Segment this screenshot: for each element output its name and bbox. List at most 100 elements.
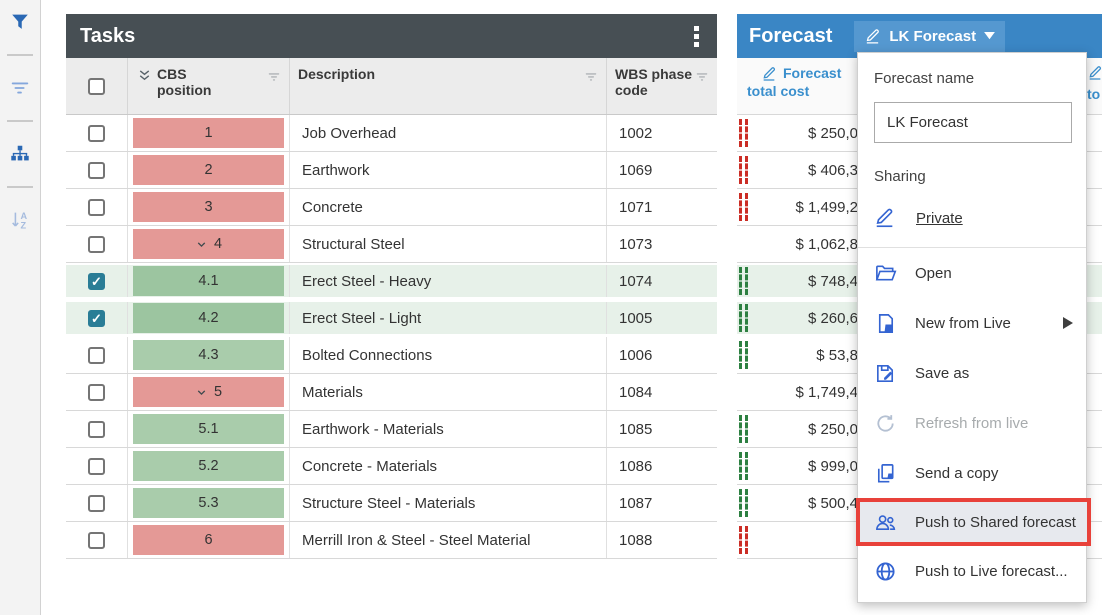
row-checkbox[interactable]	[88, 124, 105, 142]
wbs-phase-code[interactable]: 1086	[619, 457, 653, 475]
menu-item-open[interactable]: Open	[858, 248, 1086, 298]
task-description[interactable]: Earthwork - Materials	[290, 411, 607, 447]
cbs-position-cell[interactable]: 6	[133, 525, 284, 555]
forecast-total-cost-value[interactable]: $ 1,499,2	[795, 198, 858, 216]
menu-item-refresh-from-live[interactable]: Refresh from live	[858, 398, 1086, 448]
cbs-position-cell[interactable]: 1	[133, 118, 284, 148]
column-header-clipped[interactable]: to	[1087, 65, 1102, 103]
row-checkbox[interactable]	[88, 457, 105, 475]
task-description[interactable]: Merrill Iron & Steel - Steel Material	[290, 522, 607, 558]
submenu-arrow-icon	[1063, 317, 1073, 329]
wbs-phase-code[interactable]: 1087	[619, 494, 653, 512]
filter-funnel-icon[interactable]	[0, 0, 41, 44]
copy-icon	[877, 463, 894, 482]
row-checkbox[interactable]	[88, 235, 105, 253]
task-description[interactable]: Structural Steel	[290, 226, 607, 262]
wbs-phase-code[interactable]: 1084	[619, 383, 653, 401]
wbs-phase-code[interactable]: 1071	[619, 198, 653, 216]
people-icon	[876, 514, 896, 530]
cbs-position-cell[interactable]: 4.2	[133, 303, 284, 333]
task-description[interactable]: Structure Steel - Materials	[290, 485, 607, 521]
cbs-position-cell[interactable]: 4.1	[133, 266, 284, 296]
change-indicator	[739, 341, 748, 369]
wbs-phase-code[interactable]: 1074	[619, 272, 653, 290]
forecast-total-cost-value[interactable]: $ 1,749,4	[795, 383, 858, 401]
cbs-position-cell[interactable]: 4	[133, 229, 284, 259]
cbs-position-cell[interactable]: 2	[133, 155, 284, 185]
new-file-icon	[878, 313, 894, 333]
forecast-title: Forecast	[749, 24, 833, 47]
menu-item-save-as[interactable]: Save as	[858, 348, 1086, 398]
hierarchy-icon[interactable]	[0, 132, 41, 176]
row-checkbox[interactable]	[88, 420, 105, 438]
menu-item-new-from-live[interactable]: New from Live	[858, 298, 1086, 348]
sort-az-icon[interactable]: A Z	[0, 198, 41, 242]
select-all-checkbox[interactable]	[88, 77, 105, 95]
forecast-total-cost-value[interactable]: $ 250,0	[807, 124, 858, 142]
row-checkbox[interactable]	[88, 198, 105, 216]
chevron-down-icon[interactable]	[195, 238, 208, 251]
privacy-setting-link[interactable]: Private	[874, 207, 1070, 229]
row-checkbox[interactable]	[88, 272, 105, 290]
task-description[interactable]: Job Overhead	[290, 115, 607, 151]
forecast-total-cost-value[interactable]: $ 999,0	[807, 457, 858, 475]
task-description[interactable]: Concrete	[290, 189, 607, 225]
filter-icon[interactable]	[265, 68, 283, 86]
task-description[interactable]: Bolted Connections	[290, 337, 607, 373]
left-toolbar: A Z	[0, 0, 41, 615]
cbs-position-cell[interactable]: 4.3	[133, 340, 284, 370]
forecast-total-cost-value[interactable]: $ 53,8	[816, 346, 858, 364]
cbs-position-cell[interactable]: 5.3	[133, 488, 284, 518]
column-header-wbs-phase-code[interactable]: WBS phase code	[607, 58, 717, 114]
task-description[interactable]: Materials	[290, 374, 607, 410]
forecast-selector-button[interactable]: LK Forecast	[854, 20, 1006, 52]
wbs-phase-code[interactable]: 1005	[619, 309, 653, 327]
table-row: 5.3 Structure Steel - Materials 1087	[66, 485, 717, 522]
column-header-forecast-total-cost[interactable]: Forecast total cost	[737, 58, 860, 114]
filter-icon[interactable]	[582, 68, 600, 86]
pencil-icon	[867, 28, 880, 44]
row-checkbox[interactable]	[88, 494, 105, 512]
double-chevron-down-icon	[139, 70, 150, 81]
task-description[interactable]: Concrete - Materials	[290, 448, 607, 484]
forecast-total-cost-value[interactable]: $ 250,0	[807, 420, 858, 438]
more-options-icon[interactable]	[690, 22, 703, 51]
table-row: 4.3 Bolted Connections 1006	[66, 337, 717, 374]
wbs-phase-code[interactable]: 1069	[619, 161, 653, 179]
wbs-phase-code[interactable]: 1088	[619, 531, 653, 549]
forecast-total-cost-value[interactable]: $ 748,4	[807, 272, 858, 290]
filter-lines-icon[interactable]	[0, 66, 41, 110]
wbs-phase-code[interactable]: 1006	[619, 346, 653, 364]
menu-item-push-to-live-forecast[interactable]: Push to Live forecast...	[858, 546, 1086, 596]
forecast-total-cost-value[interactable]: $ 406,3	[807, 161, 858, 179]
cbs-position-cell[interactable]: 3	[133, 192, 284, 222]
change-indicator	[739, 267, 748, 295]
chevron-down-icon[interactable]	[195, 386, 208, 399]
cbs-position-cell[interactable]: 5.2	[133, 451, 284, 481]
change-indicator	[739, 156, 748, 184]
wbs-phase-code[interactable]: 1002	[619, 124, 653, 142]
pencil-icon	[763, 66, 776, 81]
forecast-total-cost-value[interactable]: $ 500,4	[807, 494, 858, 512]
menu-item-send-a-copy[interactable]: Send a copy	[858, 448, 1086, 498]
task-description[interactable]: Erect Steel - Heavy	[290, 265, 607, 297]
row-checkbox[interactable]	[88, 309, 105, 327]
row-checkbox[interactable]	[88, 383, 105, 401]
row-checkbox[interactable]	[88, 531, 105, 549]
forecast-name-input[interactable]	[874, 102, 1072, 143]
column-header-description[interactable]: Description	[290, 58, 607, 114]
menu-item-push-to-shared-forecast[interactable]: Push to Shared forecast	[856, 498, 1091, 546]
table-row: 5 Materials 1084	[66, 374, 717, 411]
filter-icon[interactable]	[693, 68, 711, 86]
task-description[interactable]: Erect Steel - Light	[290, 302, 607, 334]
wbs-phase-code[interactable]: 1073	[619, 235, 653, 253]
cbs-position-cell[interactable]: 5.1	[133, 414, 284, 444]
wbs-phase-code[interactable]: 1085	[619, 420, 653, 438]
column-header-cbs-position[interactable]: CBS position	[128, 58, 290, 114]
task-description[interactable]: Earthwork	[290, 152, 607, 188]
forecast-total-cost-value[interactable]: $ 260,6	[807, 309, 858, 327]
cbs-position-cell[interactable]: 5	[133, 377, 284, 407]
row-checkbox[interactable]	[88, 161, 105, 179]
forecast-total-cost-value[interactable]: $ 1,062,8	[795, 235, 858, 253]
row-checkbox[interactable]	[88, 346, 105, 364]
